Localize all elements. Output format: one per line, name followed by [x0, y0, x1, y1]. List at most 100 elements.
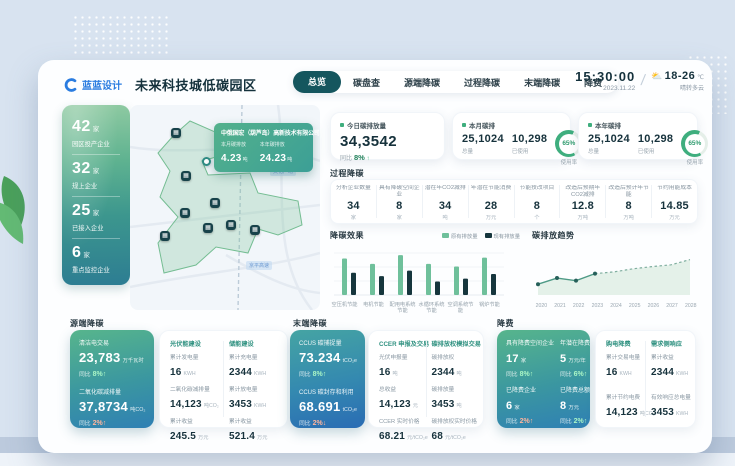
leaf-decoration-icon — [0, 168, 42, 257]
metric-unit: KWH — [254, 371, 267, 377]
building-marker-icon[interactable]: ▦ — [180, 208, 190, 218]
divider — [223, 341, 224, 417]
logo-icon — [64, 77, 77, 92]
bar-current-emission — [407, 270, 412, 295]
building-marker-icon[interactable]: ▦ — [226, 220, 236, 230]
kpi-card-year-quota: 本年碳排 25,1024 总量 10,298 已使用 65% 使用率 — [578, 112, 709, 166]
location-ring-icon[interactable] — [202, 157, 211, 166]
process-stat: 改造后预计年节能 8 万吨 — [605, 185, 651, 221]
kpi-total: 25,1024 — [462, 133, 504, 145]
trend-up-icon: ↑ — [583, 371, 588, 378]
metric-label: 累计节约电费 — [606, 395, 641, 401]
tab-overview[interactable]: 总览 — [293, 71, 342, 93]
legend-swatch-original — [442, 233, 449, 238]
building-marker-icon[interactable]: ▦ — [210, 198, 220, 208]
building-marker-icon[interactable]: ▦ — [250, 225, 260, 235]
building-marker-icon[interactable]: ▦ — [181, 171, 191, 181]
kpi-value: 34,3542 — [340, 133, 398, 150]
metric-unit: tCO₂e — [342, 358, 357, 364]
trend-up-icon: ↑ — [583, 418, 588, 425]
chart-title: 降碳效果 — [330, 231, 364, 240]
callout-year-label: 本年碳排放 — [259, 142, 285, 148]
metric-label: 碳排放权实时价格 — [431, 419, 478, 425]
kpi-used-label: 已使用 — [637, 149, 655, 155]
tab-end-reduction[interactable]: 末端降碳 — [524, 77, 561, 88]
metric-label: 已降费企业 — [506, 388, 537, 394]
bar-original-emission — [342, 258, 347, 295]
process-label: 节能技改项目 — [519, 185, 555, 191]
stat-unit: 家 — [92, 168, 100, 175]
end-detail-card: CCER 申报及交易 光伏申报量 16 吨 总收益 14,123 元 CCER 实时价格… — [368, 330, 484, 442]
main-nav: 总览 碳盘查 源端降碳 过程降碳 末端降碳 降费 — [293, 71, 619, 93]
bar-original-emission — [426, 263, 431, 295]
process-unit: 家 — [350, 215, 357, 221]
process-stat: 潜在年CO2减排 34 吨 — [421, 185, 468, 221]
building-marker-icon[interactable]: ▦ — [160, 231, 170, 241]
section-title-fee: 降费 — [497, 319, 514, 328]
source-highlight-card: 清洁电交易 23,783 万千瓦时 同比 8%↑ 二氧化碳减排量 37,8734 吨C… — [70, 330, 154, 428]
section-title-source: 源端降碳 — [70, 319, 104, 328]
metric-value: 8 — [560, 400, 567, 412]
tab-carbon-inventory[interactable]: 碳盘查 — [353, 77, 381, 88]
metric-value: 68.21 — [379, 431, 406, 442]
trend-up-icon: ↑ — [102, 420, 107, 427]
metric-unit: 吨CO₂ — [130, 407, 146, 413]
line-data-point — [536, 282, 540, 287]
weather-description: 晴转多云 — [679, 85, 704, 92]
process-label: 分析企业数量 — [336, 185, 371, 191]
process-stat: 节约用能成本 14.85 万元 — [651, 185, 697, 221]
bar-category-label: 空压机节能 — [331, 302, 358, 308]
divider: / — [640, 72, 647, 89]
process-unit: 吨 — [442, 215, 448, 221]
metric-label: 总收益 — [379, 387, 397, 393]
bar-current-emission — [379, 276, 384, 295]
tab-fee-reduction[interactable]: 降费 — [584, 77, 603, 88]
metric-label: 光伏申报量 — [379, 355, 408, 361]
metric-unit: 万千瓦时 — [122, 358, 144, 364]
x-axis-year-label: 2023 — [591, 303, 604, 309]
kpi-label: 本年碳排 — [595, 123, 621, 130]
metric-unit: 家 — [514, 405, 520, 411]
yoy-label: 同比 — [79, 372, 91, 378]
metric-unit: 吨 — [456, 371, 462, 377]
chart-legend: 原有排放量 现有排放量 — [442, 232, 520, 240]
yoy-value: 8% — [312, 371, 323, 378]
brand-logo[interactable]: 蓝蓝设计 未来科技城低碳园区 — [64, 75, 257, 94]
kpi-used: 10,298 — [637, 133, 674, 145]
metric-value: 3453 — [229, 399, 253, 410]
metric-value: 6 — [506, 400, 513, 412]
fee-detail-card: 购电降费 累计交易电量 16 KWH 累计节约电费 14,123 吨CO₂ 需求侧响应 … — [595, 330, 696, 428]
process-value: 34 — [347, 200, 360, 212]
bar-original-emission — [398, 255, 403, 295]
bar-category-label: 水循环系统节能 — [418, 302, 445, 314]
process-stats-card: 分析企业数量 34 家 具有降碳空间企业 8 家 潜在年CO2减排 34 吨 年潜在节能消费… — [330, 179, 698, 224]
metric-label: 累计收益 — [651, 355, 674, 361]
yoy-label: 同比 — [340, 156, 353, 162]
line-chart-x-labels: 2020 2021 2022 2023 2024 2025 2026 2027 2028 — [532, 303, 700, 309]
legend-label: 原有排放量 — [451, 233, 478, 240]
bar-chart-categories: 空压机节能 电机节能 配用电系统节能 水循环系统节能 空调系统节能 锅炉节能 — [330, 302, 520, 315]
tab-process-reduction[interactable]: 过程降碳 — [464, 77, 501, 88]
column-header: 购电降费 — [606, 341, 631, 348]
trend-down-icon: ↓ — [322, 420, 327, 427]
company-callout[interactable]: 中俄国宏（葫芦岛）高新技术有限公司 本月碳排放 4.23吨 本年碳排放 24.2… — [214, 123, 320, 172]
building-marker-icon[interactable]: ▦ — [171, 128, 181, 138]
building-marker-icon[interactable]: ▦ — [203, 223, 213, 233]
bar-category-label: 空调系统节能 — [447, 302, 474, 314]
x-axis-year-label: 2028 — [684, 303, 697, 309]
metric-unit: KWH — [254, 403, 267, 409]
yoy-value: 8% — [354, 153, 365, 162]
callout-month-unit: 吨 — [242, 157, 248, 163]
divider — [645, 341, 646, 417]
fee-stat: 年潜在降费 5 万元/年 同比 6%↑ — [560, 338, 590, 378]
tab-source-reduction[interactable]: 源端降碳 — [404, 77, 441, 88]
chart-title: 碳排放趋势 — [532, 231, 575, 240]
stat-label: 已接入企业 — [72, 225, 104, 232]
x-axis-year-label: 2027 — [666, 303, 678, 309]
park-map[interactable]: ▦ ▦ ▦ ▦ ▦ ▦ ▦ ▦ 文化广场 京平高速 中俄国宏（葫芦岛）高新技术有限公司 本月碳… — [130, 105, 320, 310]
x-axis-year-label: 2026 — [647, 303, 660, 309]
metric-value: 14,123 — [606, 407, 638, 418]
usage-rate: 65% — [688, 140, 702, 147]
column-header: 储能建设 — [229, 341, 254, 348]
metric-value: 14,123 — [379, 399, 411, 410]
